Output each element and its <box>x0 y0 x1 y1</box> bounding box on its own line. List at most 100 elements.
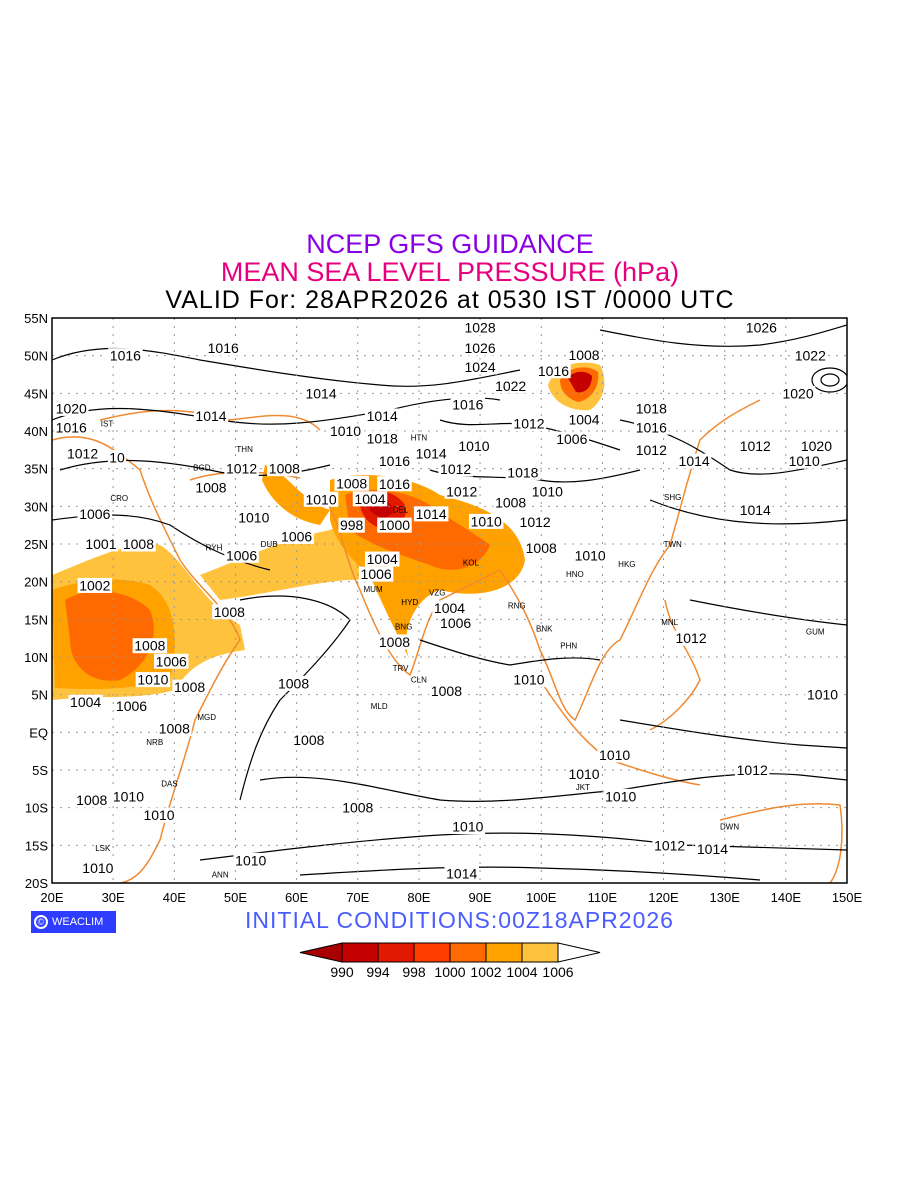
legend-label: 994 <box>366 964 390 980</box>
initial-conditions: INITIAL CONDITIONS:00Z18APR2026 <box>245 907 674 933</box>
contour-label: 1014 <box>195 408 226 424</box>
contour-label: 1008 <box>568 347 599 363</box>
contour-label-bg <box>276 675 311 691</box>
legend-swatch <box>413 942 451 963</box>
contour-label: 1008 <box>526 540 557 556</box>
contour-label-bg <box>172 679 207 695</box>
lon-tick-label: 50E <box>224 890 247 905</box>
contour-label-bg <box>566 412 602 428</box>
lon-tick-label: 150E <box>832 890 863 905</box>
contour-label-bg <box>77 577 113 593</box>
lat-tick-label: 55N <box>24 311 48 326</box>
lat-tick-label: 10S <box>25 801 48 816</box>
legend-swatch <box>449 942 487 963</box>
contour-label-bg <box>205 340 241 356</box>
contour-label-bg <box>652 837 687 853</box>
contour-label-bg <box>511 672 547 688</box>
city-code: DAS <box>161 779 177 788</box>
title-model: NCEP GFS GUIDANCE <box>306 229 594 259</box>
city-code: MUM <box>364 585 383 594</box>
contour-label: 1008 <box>174 679 205 695</box>
city-code: LSK <box>95 844 111 853</box>
lon-tick-label: 130E <box>710 890 741 905</box>
contour-label: 1010 <box>575 547 606 563</box>
contour-label-bg <box>695 841 730 857</box>
contour-label: 1012 <box>636 442 667 458</box>
contour-label-bg <box>74 792 109 808</box>
contour-label-bg <box>438 615 473 631</box>
lon-tick-label: 120E <box>648 890 679 905</box>
contour-label-bg <box>744 320 779 335</box>
legend-label: 998 <box>402 964 426 980</box>
contour-label: 1008 <box>336 475 367 491</box>
contour-label: 1012 <box>740 438 771 454</box>
contour-label: 1010 <box>605 788 636 804</box>
lon-tick-label: 110E <box>588 890 618 905</box>
legend-swatch <box>485 942 523 963</box>
contour-label: 1008 <box>495 495 526 511</box>
city-code: JKT <box>576 783 590 792</box>
contour-label: 1010 <box>532 483 563 499</box>
city-code: NRB <box>146 738 163 747</box>
legend-swatch <box>521 942 559 963</box>
lon-tick-label: 30E <box>102 890 125 905</box>
contour-label-bg <box>805 687 840 703</box>
logo-text: WEACLIM <box>52 916 104 928</box>
city-code: MGD <box>197 713 216 722</box>
contour-label: 1016 <box>636 419 667 435</box>
contour-label-bg <box>352 491 388 507</box>
contour-label: 1018 <box>636 400 667 416</box>
lat-tick-label: 20S <box>25 876 48 891</box>
contour-label-bg <box>212 604 247 620</box>
contour-label-bg <box>523 540 559 556</box>
contour-label-bg <box>780 385 816 401</box>
contour-label-bg <box>738 438 773 454</box>
lon-tick-label: 90E <box>469 890 492 905</box>
contour-label: 1012 <box>737 762 768 778</box>
contour-label: 1008 <box>214 604 245 620</box>
contour-label-bg <box>111 788 146 804</box>
contour-label: 1000 <box>379 517 410 533</box>
contour-label-bg <box>80 860 116 876</box>
city-code: DUB <box>261 540 278 549</box>
contour-label: 1014 <box>697 841 728 857</box>
contour-label: 1008 <box>342 800 373 816</box>
contour-label-bg <box>157 721 192 737</box>
contour-label-bg <box>340 800 376 816</box>
lon-tick-label: 140E <box>771 890 802 905</box>
contour-label-bg <box>603 788 638 804</box>
contour-label: 1016 <box>379 453 410 469</box>
city-code: DEL <box>393 506 409 515</box>
color-legend: 990 994 998 1000 1002 1004 1006 <box>299 942 601 980</box>
city-code: MNL <box>661 618 678 627</box>
contour-label: 1004 <box>367 551 398 567</box>
contour-label: 1006 <box>556 431 587 447</box>
contour-label-bg <box>338 517 365 533</box>
lat-tick-label: 50N <box>24 349 48 364</box>
contour-label-bg <box>536 363 571 379</box>
city-code: HYD <box>401 598 418 607</box>
contour-label-bg <box>107 449 127 465</box>
contour-labels: 1028102610241022101610081026102210201018… <box>54 320 840 882</box>
contour-label: 998 <box>340 517 364 533</box>
contour-label: 1024 <box>464 359 495 375</box>
contour-label-bg <box>634 442 669 458</box>
contour-label-bg <box>328 423 363 439</box>
contour-label-bg <box>517 514 553 530</box>
contour-label: 1026 <box>464 340 495 356</box>
lat-tick-label: 20N <box>24 575 48 590</box>
contour-label-bg <box>65 446 100 462</box>
contour-label-bg <box>799 438 834 454</box>
contour-label: 1010 <box>789 453 820 469</box>
lat-tick-label: EQ <box>29 725 48 740</box>
contour-label-bg <box>505 464 541 480</box>
contour-label-bg <box>444 866 479 881</box>
legend-arrow-high <box>557 942 601 963</box>
contour-label: 1010 <box>137 672 168 688</box>
legend-arrow-low <box>299 942 343 963</box>
contour-label: 1008 <box>278 675 309 691</box>
contour-label: 1018 <box>367 431 398 447</box>
contour-label-bg <box>511 415 547 431</box>
city-code: BNK <box>536 624 553 633</box>
